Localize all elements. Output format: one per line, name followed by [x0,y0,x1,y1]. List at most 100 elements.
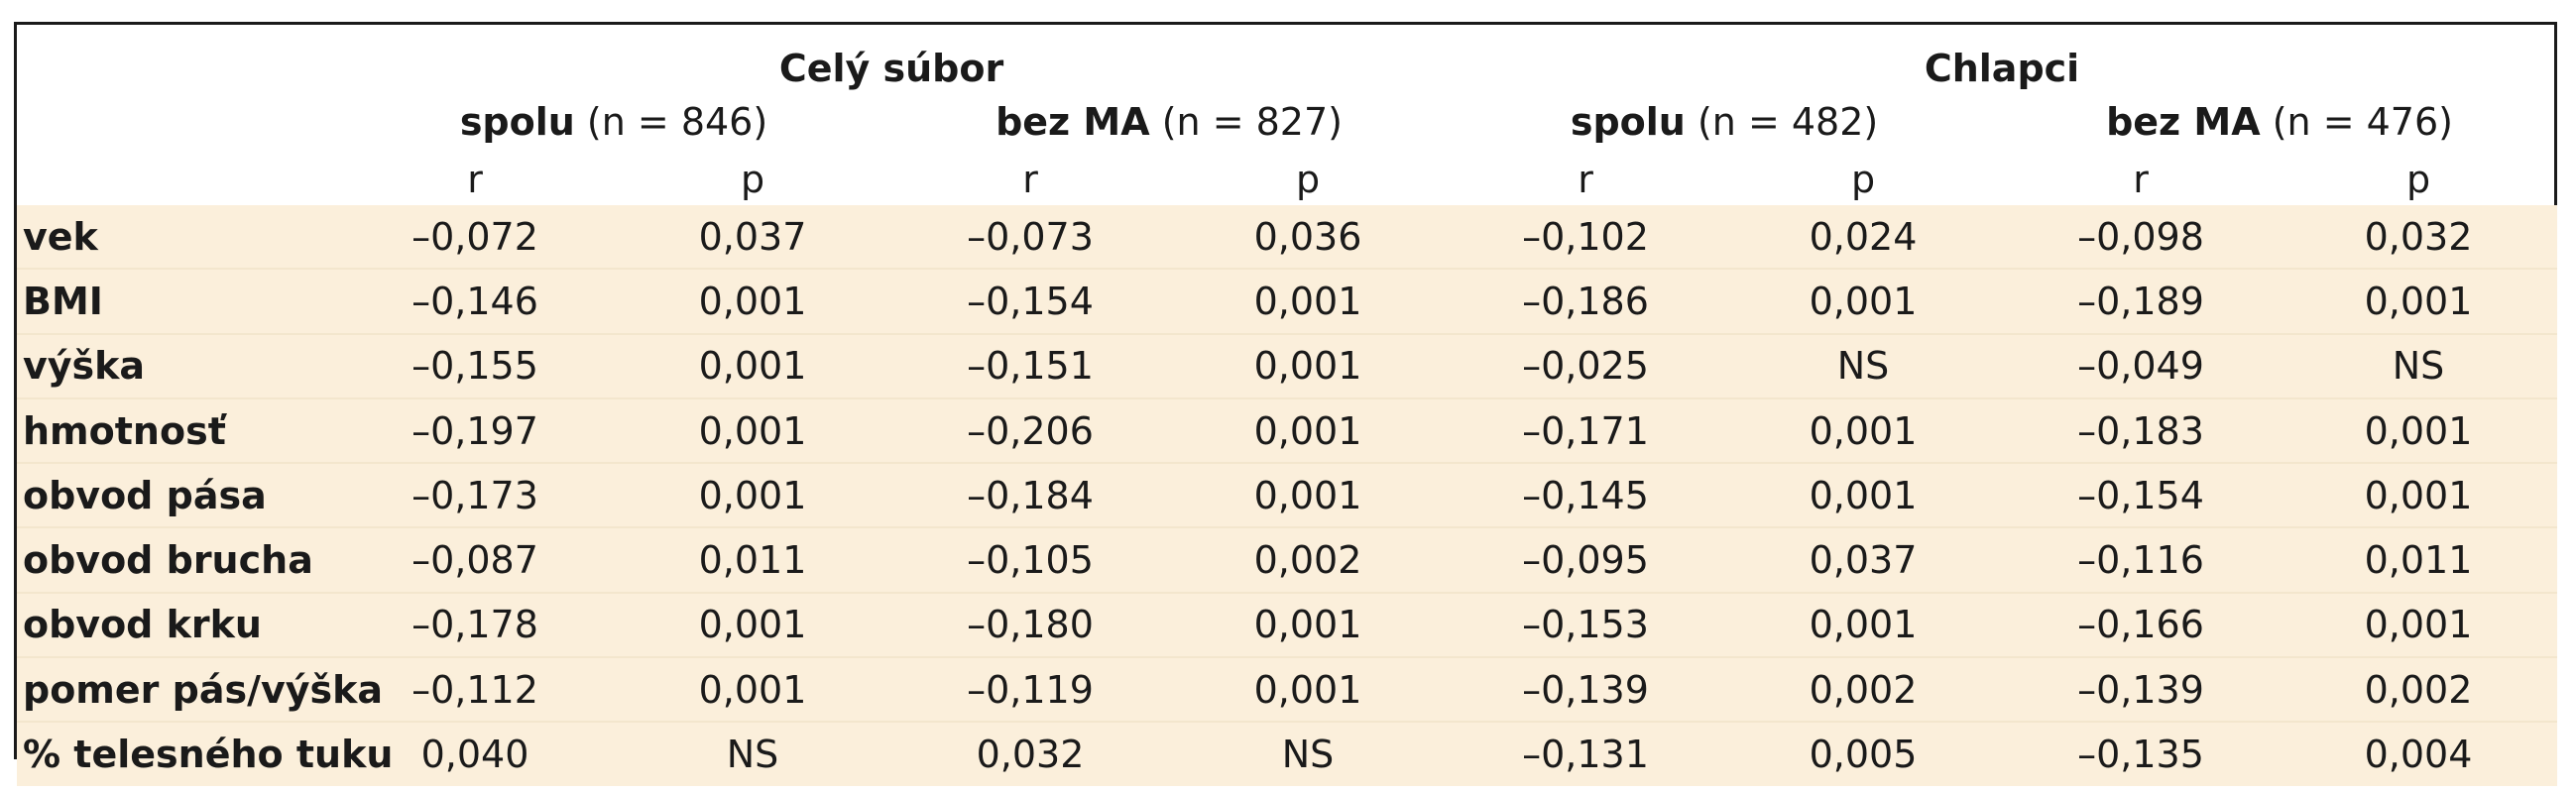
subgroup-name: bez MA [2106,100,2261,144]
r-value-cell: –0,184 [891,462,1169,528]
p-value-cell: 0,001 [1169,462,1448,528]
corner-cell [17,25,336,90]
corner-cell [17,90,336,154]
table-row: výška –0,155 0,001 –0,151 0,001 –0,025 NS –0,04… [17,332,2558,398]
subgroup-n: (n = 827) [1161,100,1343,144]
r-value-cell: –0,073 [891,205,1169,270]
r-value-cell: –0,145 [1447,462,1725,528]
group-header-whole-sample: Celý súbor [778,47,1004,90]
subgroup-n: (n = 482) [1697,100,1879,144]
p-value-cell: 0,002 [1724,656,2003,723]
p-value-cell: 0,011 [2280,526,2558,593]
p-value-cell: 0,001 [614,591,891,658]
p-value-cell: 0,001 [614,396,891,464]
r-value-cell: –0,180 [891,591,1169,658]
group-header-row: Celý súbor Chlapci [17,25,2557,90]
p-value-cell: 0,001 [1724,396,2003,464]
p-value-cell: 0,001 [614,462,891,528]
p-value-cell: 0,001 [2280,462,2558,528]
p-value-cell: 0,001 [1169,332,1448,398]
r-value-cell: –0,171 [1447,396,1725,464]
stat-header-r: r [1022,158,1038,201]
p-value-cell: 0,001 [614,656,891,723]
p-value-cell: NS [1169,721,1448,786]
r-value-cell: –0,119 [891,656,1169,723]
p-value-cell: NS [1724,332,2003,398]
stat-header-r: r [467,158,483,201]
table-row: pomer pás/výška –0,112 0,001 –0,119 0,001 –0,… [17,656,2558,723]
stat-header-p: p [2405,158,2431,201]
p-value-cell: 0,001 [1169,591,1448,658]
p-value-cell: 0,001 [1169,656,1448,723]
r-value-cell: –0,139 [1447,656,1725,723]
stat-header-p: p [1295,158,1321,201]
table-row: obvod brucha –0,087 0,011 –0,105 0,002 –0,095… [17,526,2558,593]
r-value-cell: 0,032 [891,721,1169,786]
subgroup-header: bez MA (n = 827) [891,90,1447,154]
subgroup-header: spolu (n = 846) [336,90,891,154]
r-value-cell: –0,116 [2002,526,2281,593]
row-label: obvod brucha [17,526,336,593]
r-value-cell: –0,098 [2002,205,2281,270]
row-label: pomer pás/výška [17,656,383,723]
r-value-cell: –0,131 [1447,721,1725,786]
p-value-cell: 0,005 [1724,721,2003,786]
p-value-cell: 0,001 [614,332,891,398]
r-value-cell: –0,173 [336,462,614,528]
subgroup-header: spolu (n = 482) [1447,90,2002,154]
table-body: vek –0,072 0,037 –0,073 0,036 –0,102 0,024 –0,0… [17,205,2558,786]
r-value-cell: –0,178 [336,591,614,658]
stat-header-p: p [740,158,765,201]
p-value-cell: 0,001 [1169,396,1448,464]
p-value-cell: 0,001 [1724,591,2003,658]
r-value-cell: –0,112 [336,656,614,723]
r-value-cell: –0,183 [2002,396,2281,464]
row-label: % telesného tuku [17,721,393,786]
r-value-cell: –0,166 [2002,591,2281,658]
group-header-boys: Chlapci [1924,47,2080,90]
p-value-cell: 0,001 [2280,396,2558,464]
row-label: obvod krku [17,591,336,658]
r-value-cell: –0,105 [891,526,1169,593]
r-value-cell: –0,151 [891,332,1169,398]
r-value-cell: –0,139 [2002,656,2281,723]
subgroup-header-row: spolu (n = 846) bez MA (n = 827) spolu (… [17,90,2557,154]
p-value-cell: 0,001 [1169,268,1448,334]
r-value-cell: –0,135 [2002,721,2281,786]
stat-header-r: r [1578,158,1593,201]
table-row: obvod krku –0,178 0,001 –0,180 0,001 –0,153 0,… [17,591,2558,658]
r-value-cell: –0,072 [336,205,614,270]
r-value-cell: –0,025 [1447,332,1725,398]
row-label: výška [17,332,336,398]
correlation-table: Celý súbor Chlapci spolu (n = 846) bez M… [17,25,2558,786]
p-value-cell: 0,036 [1169,205,1448,270]
p-value-cell: NS [614,721,891,786]
p-value-cell: 0,001 [1724,268,2003,334]
row-label: obvod pása [17,462,336,528]
table-row: % telesného tuku 0,040 NS 0,032 NS –0,131 0,00… [17,721,2558,786]
r-value-cell: –0,049 [2002,332,2281,398]
r-value-cell: 0,040 [336,721,614,786]
p-value-cell: 0,032 [2280,205,2558,270]
stat-header-row: r p r p r p r p [17,154,2557,205]
subgroup-header: bez MA (n = 476) [2002,90,2557,154]
p-value-cell: 0,002 [2280,656,2558,723]
row-label: hmotnosť [17,396,336,464]
table-row: obvod pása –0,173 0,001 –0,184 0,001 –0,145 0,… [17,462,2558,528]
p-value-cell: 0,002 [1169,526,1448,593]
p-value-cell: 0,001 [2280,591,2558,658]
r-value-cell: –0,154 [2002,462,2281,528]
p-value-cell: 0,024 [1724,205,2003,270]
p-value-cell: 0,001 [1724,462,2003,528]
stat-header-r: r [2133,158,2149,201]
subgroup-n: (n = 476) [2272,100,2453,144]
subgroup-n: (n = 846) [586,100,768,144]
p-value-cell: 0,001 [614,268,891,334]
r-value-cell: –0,153 [1447,591,1725,658]
subgroup-name: spolu [1570,100,1686,144]
table-row: hmotnosť –0,197 0,001 –0,206 0,001 –0,171 0,00… [17,396,2558,464]
r-value-cell: –0,087 [336,526,614,593]
r-value-cell: –0,197 [336,396,614,464]
r-value-cell: –0,189 [2002,268,2281,334]
r-value-cell: –0,206 [891,396,1169,464]
